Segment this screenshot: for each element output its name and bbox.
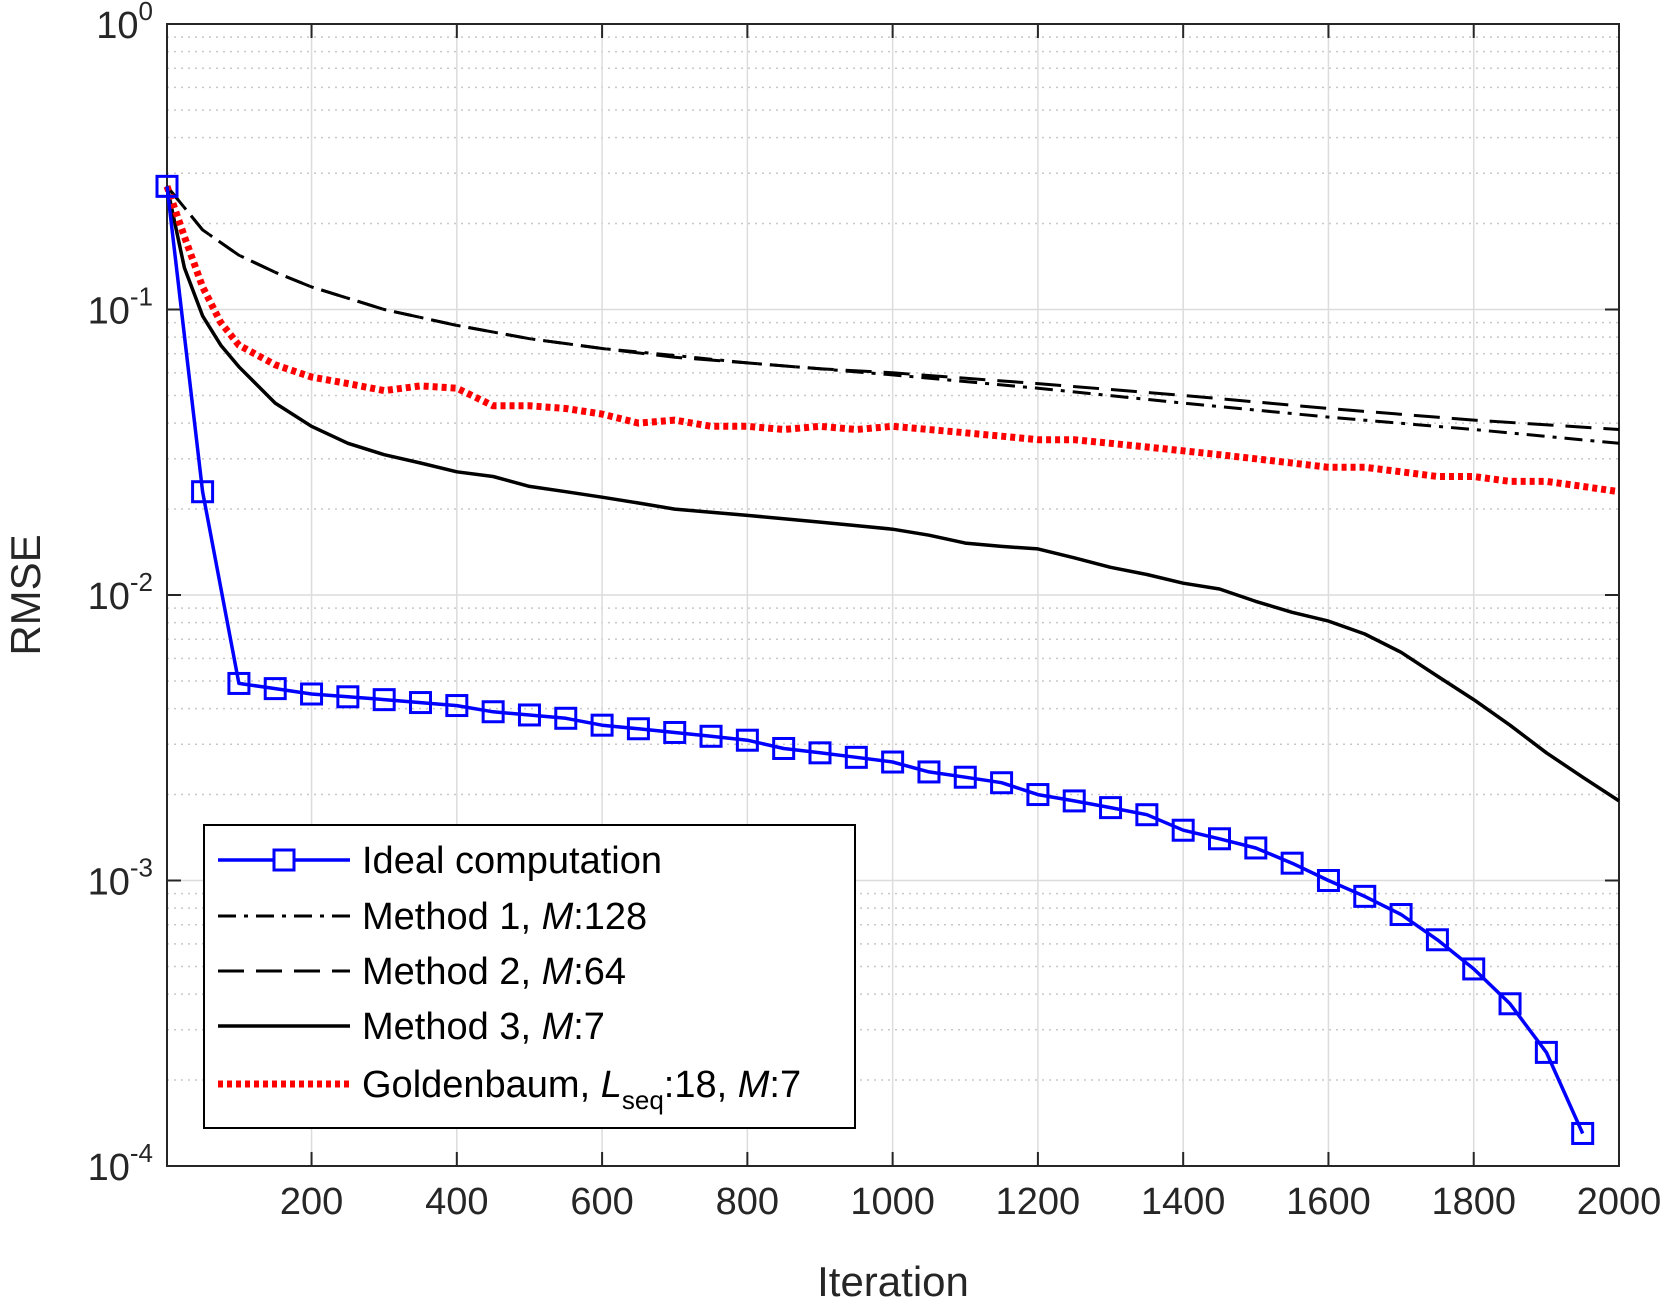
data-point-marker (663, 720, 687, 744)
y-axis-ticks: 100 10-1 10-2 10-3 10-4 (88, 0, 1619, 1189)
x-tick-label: 200 (280, 1181, 343, 1223)
data-point-marker (1244, 836, 1268, 860)
data-point-marker (1389, 903, 1413, 927)
data-point-marker (191, 480, 215, 504)
data-point-marker (953, 765, 977, 789)
series-line-3 (165, 185, 1620, 431)
data-point-marker (917, 760, 941, 784)
data-point-marker (1099, 796, 1123, 820)
data-point-marker (1135, 803, 1159, 827)
data-point-marker (1316, 869, 1340, 892)
y-tick-label: 10-3 (88, 853, 153, 904)
series-line-5 (163, 185, 1620, 496)
x-tick-label: 1600 (1286, 1181, 1371, 1223)
legend-label-3: Method 2, M:64 (362, 951, 626, 993)
y-tick-label: 10-1 (88, 282, 153, 333)
legend-label-5: Goldenbaum, Lseq:18, M:7 (362, 1064, 801, 1115)
data-point-marker (554, 706, 578, 730)
data-point-marker (626, 717, 650, 741)
data-point-marker (772, 736, 796, 760)
data-point-marker (336, 685, 360, 709)
legend-label-2: Method 1, M:128 (362, 896, 647, 938)
series-line-4 (165, 185, 1620, 803)
data-point-marker (990, 771, 1014, 795)
data-point-marker (372, 688, 396, 712)
legend-box (203, 824, 856, 1129)
data-point-marker (1208, 827, 1232, 851)
data-point-marker (227, 671, 251, 695)
data-point-marker (1462, 957, 1486, 981)
y-tick-label: 100 (96, 0, 153, 47)
data-point-marker (481, 700, 505, 724)
x-tick-label: 1000 (850, 1181, 935, 1223)
data-point-marker (590, 713, 614, 737)
y-tick-label: 10-2 (88, 567, 153, 618)
data-point-marker (735, 728, 759, 752)
data-point-marker (1026, 783, 1050, 807)
data-point-marker (300, 682, 324, 706)
x-tick-label: 2000 (1577, 1181, 1661, 1223)
data-point-marker (1062, 789, 1086, 813)
x-axis-ticks: 200 400 600 800 1000 1200 1400 1600 1800 2000 (280, 24, 1661, 1223)
x-tick-label: 800 (716, 1181, 779, 1223)
legend-label-4: Method 3, M:7 (362, 1006, 605, 1048)
y-tick-label: 10-4 (88, 1138, 153, 1189)
x-tick-label: 1800 (1431, 1181, 1516, 1223)
data-point-marker (155, 174, 179, 198)
data-point-marker (263, 677, 287, 701)
data-point-marker (445, 694, 469, 718)
data-point-marker (517, 703, 541, 727)
data-point-marker (409, 691, 433, 715)
data-point-marker (808, 741, 832, 765)
data-point-marker (1280, 851, 1304, 875)
data-point-marker (881, 750, 905, 774)
x-tick-label: 400 (425, 1181, 488, 1223)
legend: Ideal computation Method 1, M:128 Method 2… (203, 824, 856, 1129)
data-point-marker (844, 745, 868, 769)
legend-marker (272, 848, 296, 872)
data-point-marker (1534, 1040, 1558, 1064)
x-tick-label: 600 (570, 1181, 633, 1223)
data-point-marker (699, 724, 723, 748)
x-tick-label: 1400 (1141, 1181, 1226, 1223)
series-line-1 (165, 186, 1585, 1135)
data-point-marker (1571, 1121, 1595, 1145)
data-point-marker (1353, 884, 1377, 908)
series-layer (155, 174, 1620, 1145)
data-point-marker (1171, 818, 1195, 842)
legend-label-1: Ideal computation (362, 840, 662, 882)
x-axis-label: Iteration (817, 1258, 969, 1300)
y-axis-label: RMSE (2, 534, 49, 655)
x-tick-label: 1200 (996, 1181, 1081, 1223)
data-point-marker (1498, 992, 1522, 1016)
data-point-marker (1425, 928, 1449, 952)
